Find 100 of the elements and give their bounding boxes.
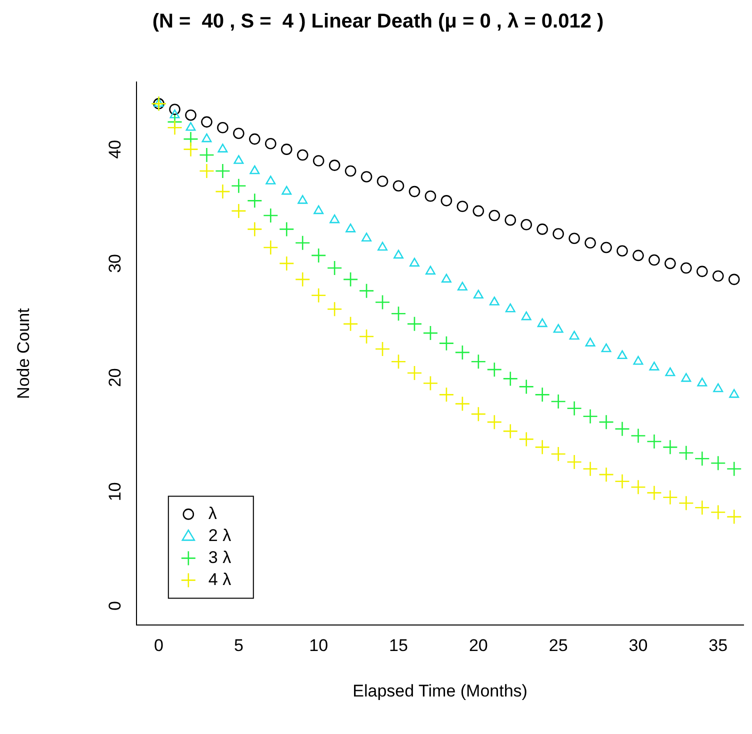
point [502, 371, 518, 386]
point [566, 400, 582, 416]
point [262, 240, 278, 256]
point [218, 144, 228, 152]
point [585, 338, 596, 346]
point [360, 171, 372, 182]
y-tick-label: 40 [106, 140, 125, 159]
point [406, 365, 422, 381]
point [438, 336, 454, 351]
point [633, 356, 644, 365]
point [169, 104, 180, 116]
point [728, 274, 740, 286]
x-tick-label: 35 [708, 636, 728, 656]
point [201, 116, 212, 128]
point [678, 495, 694, 511]
point [330, 214, 340, 224]
point [424, 190, 436, 202]
point [489, 296, 500, 306]
point [630, 428, 646, 444]
point [470, 406, 486, 422]
y-tick-label: 20 [106, 368, 125, 388]
point [648, 254, 660, 266]
point [215, 184, 230, 200]
point [154, 98, 164, 107]
point [278, 256, 294, 272]
point [346, 224, 356, 232]
point [696, 266, 708, 278]
point [710, 504, 726, 520]
point [440, 195, 452, 206]
point [217, 122, 228, 134]
point [552, 228, 564, 240]
point [342, 272, 358, 288]
legend-label: λ [208, 504, 218, 523]
chart-title: (N = 40 , S = 4 ) Linear Death (μ = 0 , λ = 0.012 ) [152, 10, 604, 33]
point [247, 222, 262, 237]
point [614, 474, 630, 490]
point [186, 122, 196, 131]
point [662, 490, 678, 506]
point [504, 214, 516, 226]
point [694, 450, 710, 466]
point [264, 138, 276, 150]
point [358, 328, 374, 344]
point [678, 445, 694, 461]
point [694, 500, 710, 516]
point [600, 242, 612, 254]
point [457, 282, 468, 291]
point [408, 186, 420, 198]
point [550, 394, 566, 410]
point [231, 178, 246, 194]
x-tick-label: 0 [154, 636, 164, 656]
point [664, 258, 676, 270]
point [328, 160, 340, 171]
point [534, 440, 550, 455]
point [534, 387, 550, 402]
point [614, 421, 630, 437]
point [362, 232, 372, 242]
point [312, 155, 324, 166]
y-tick-label: 0 [106, 601, 125, 611]
point [632, 250, 644, 262]
x-tick-label: 5 [234, 636, 244, 656]
point [376, 176, 388, 187]
point [617, 350, 628, 360]
point [282, 186, 292, 195]
point [202, 133, 212, 142]
point [505, 303, 516, 312]
y-axis-title: Node Count [14, 308, 33, 399]
point [167, 120, 182, 136]
point [296, 149, 308, 161]
point [521, 311, 532, 320]
point [344, 165, 356, 177]
point [441, 274, 452, 283]
x-tick-label: 15 [389, 636, 408, 656]
point [568, 232, 580, 244]
point [392, 180, 404, 192]
x-axis-title: Elapsed Time (Months) [352, 681, 528, 700]
point [646, 434, 662, 450]
x-tick-label: 25 [548, 636, 568, 656]
point [199, 147, 214, 163]
point [582, 461, 598, 477]
point [729, 389, 740, 398]
point [310, 248, 326, 264]
point [410, 258, 420, 267]
point [710, 456, 726, 471]
point [310, 288, 326, 304]
legend-label: 3 λ [208, 548, 232, 567]
point [486, 414, 502, 430]
point [566, 454, 582, 470]
point [601, 343, 612, 352]
point [536, 224, 548, 235]
point [374, 341, 390, 357]
point [199, 163, 214, 179]
point [520, 218, 532, 230]
point [183, 142, 198, 157]
point [582, 408, 598, 424]
point [390, 354, 406, 370]
point [185, 109, 196, 121]
point [537, 318, 548, 328]
point [170, 109, 180, 118]
point [646, 485, 662, 500]
point [294, 235, 310, 251]
